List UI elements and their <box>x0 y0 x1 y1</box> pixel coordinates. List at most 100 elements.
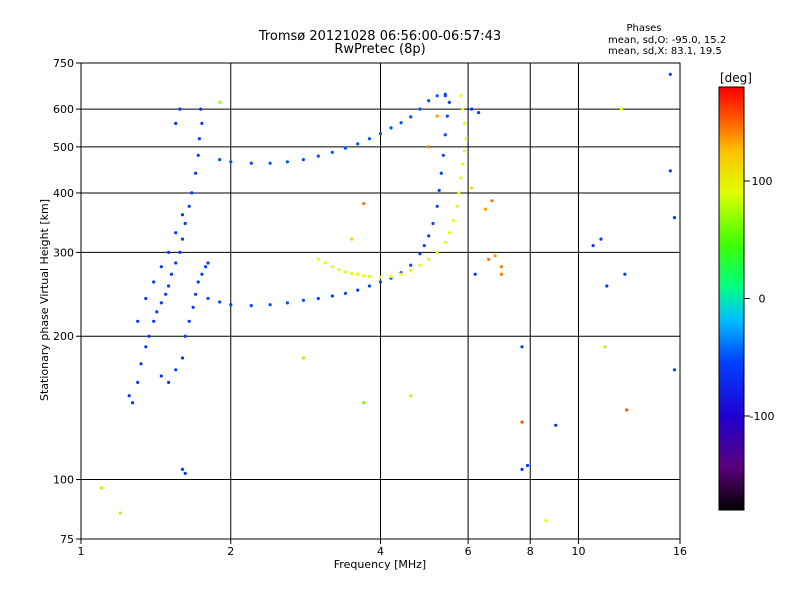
y-tick-label: 500 <box>53 141 74 154</box>
data-point <box>183 471 187 475</box>
data-point <box>520 467 524 471</box>
data-point <box>422 244 426 248</box>
data-point <box>139 362 143 366</box>
data-point <box>356 142 360 146</box>
data-point <box>152 280 156 284</box>
data-point <box>183 334 187 338</box>
data-point <box>605 284 609 288</box>
data-point <box>200 272 204 276</box>
data-point <box>435 114 439 118</box>
data-point <box>591 244 595 248</box>
data-point <box>441 153 445 157</box>
data-point <box>399 272 403 276</box>
data-point <box>362 401 366 405</box>
data-point <box>427 257 431 261</box>
data-point <box>218 158 222 162</box>
data-point <box>520 345 524 349</box>
data-point <box>100 486 104 490</box>
data-point <box>418 107 422 111</box>
data-point <box>623 272 627 276</box>
data-point <box>167 380 171 384</box>
x-tick-label: 4 <box>377 545 384 558</box>
data-point <box>174 231 178 235</box>
data-point <box>625 408 629 412</box>
data-point <box>525 463 530 468</box>
data-point <box>499 265 503 269</box>
y-axis: 75 100 200 300 400 500 600 750 <box>53 57 81 546</box>
data-point <box>330 265 334 269</box>
data-point <box>378 132 383 136</box>
y-tick-label: 750 <box>53 57 74 70</box>
data-point <box>461 162 465 166</box>
data-point <box>268 161 272 165</box>
data-point <box>461 107 465 111</box>
data-point <box>187 319 191 323</box>
data-point <box>603 345 607 349</box>
data-point <box>197 137 201 141</box>
data-point <box>447 231 451 235</box>
data-point <box>378 275 383 279</box>
data-point <box>443 240 447 244</box>
data-point <box>155 310 159 314</box>
data-point <box>668 169 672 173</box>
data-point <box>285 160 289 164</box>
data-point <box>443 133 447 137</box>
y-tick-label: 100 <box>53 474 74 487</box>
data-point <box>323 261 327 265</box>
colorbar-label: [deg] <box>720 71 752 85</box>
x-tick-label: 1 <box>78 545 85 558</box>
data-point <box>356 288 360 292</box>
x-tick-label: 2 <box>227 545 234 558</box>
data-point <box>218 300 222 304</box>
data-point <box>431 221 435 226</box>
data-point <box>418 263 422 267</box>
data-point <box>443 92 447 96</box>
colorbar-tick-label: -100 <box>750 410 775 423</box>
data-point <box>144 345 148 349</box>
data-point <box>169 272 174 276</box>
data-point <box>619 107 624 111</box>
data-point <box>427 99 431 103</box>
data-point <box>268 303 272 307</box>
x-tick-label: 6 <box>465 545 472 558</box>
data-point <box>409 394 413 398</box>
data-point <box>218 100 222 104</box>
data-point <box>301 158 305 162</box>
data-point <box>427 145 431 149</box>
data-point <box>159 301 163 305</box>
data-point <box>164 292 168 296</box>
y-tick-label: 75 <box>60 533 74 546</box>
data-point <box>206 261 210 265</box>
data-point <box>330 294 334 298</box>
data-points <box>100 72 677 523</box>
data-point <box>183 221 187 226</box>
data-point <box>206 296 210 301</box>
data-point <box>378 280 383 284</box>
data-point <box>174 368 178 372</box>
chart-subtitle: RwPretec (8p) <box>334 42 425 57</box>
data-point <box>180 356 185 360</box>
data-point <box>672 368 677 372</box>
x-tick-label: 16 <box>673 545 687 558</box>
data-point <box>473 272 477 276</box>
data-point <box>159 374 163 378</box>
data-point <box>389 126 393 130</box>
y-tick-label: 400 <box>53 187 74 200</box>
data-point <box>409 268 413 272</box>
data-point <box>147 334 151 338</box>
data-point <box>470 186 474 190</box>
data-point <box>409 263 413 267</box>
data-point <box>301 298 305 302</box>
data-point <box>180 467 185 471</box>
data-point <box>167 284 171 288</box>
data-point <box>435 94 439 98</box>
data-point <box>330 150 334 154</box>
data-point <box>599 237 603 241</box>
data-point <box>462 149 467 153</box>
data-point <box>118 511 122 515</box>
data-point <box>285 301 289 305</box>
phase-stats-x: mean, sd,X: 83.1, 19.5 <box>608 46 722 57</box>
data-point <box>350 271 354 275</box>
data-point <box>362 202 366 206</box>
y-tick-label: 600 <box>53 103 74 116</box>
